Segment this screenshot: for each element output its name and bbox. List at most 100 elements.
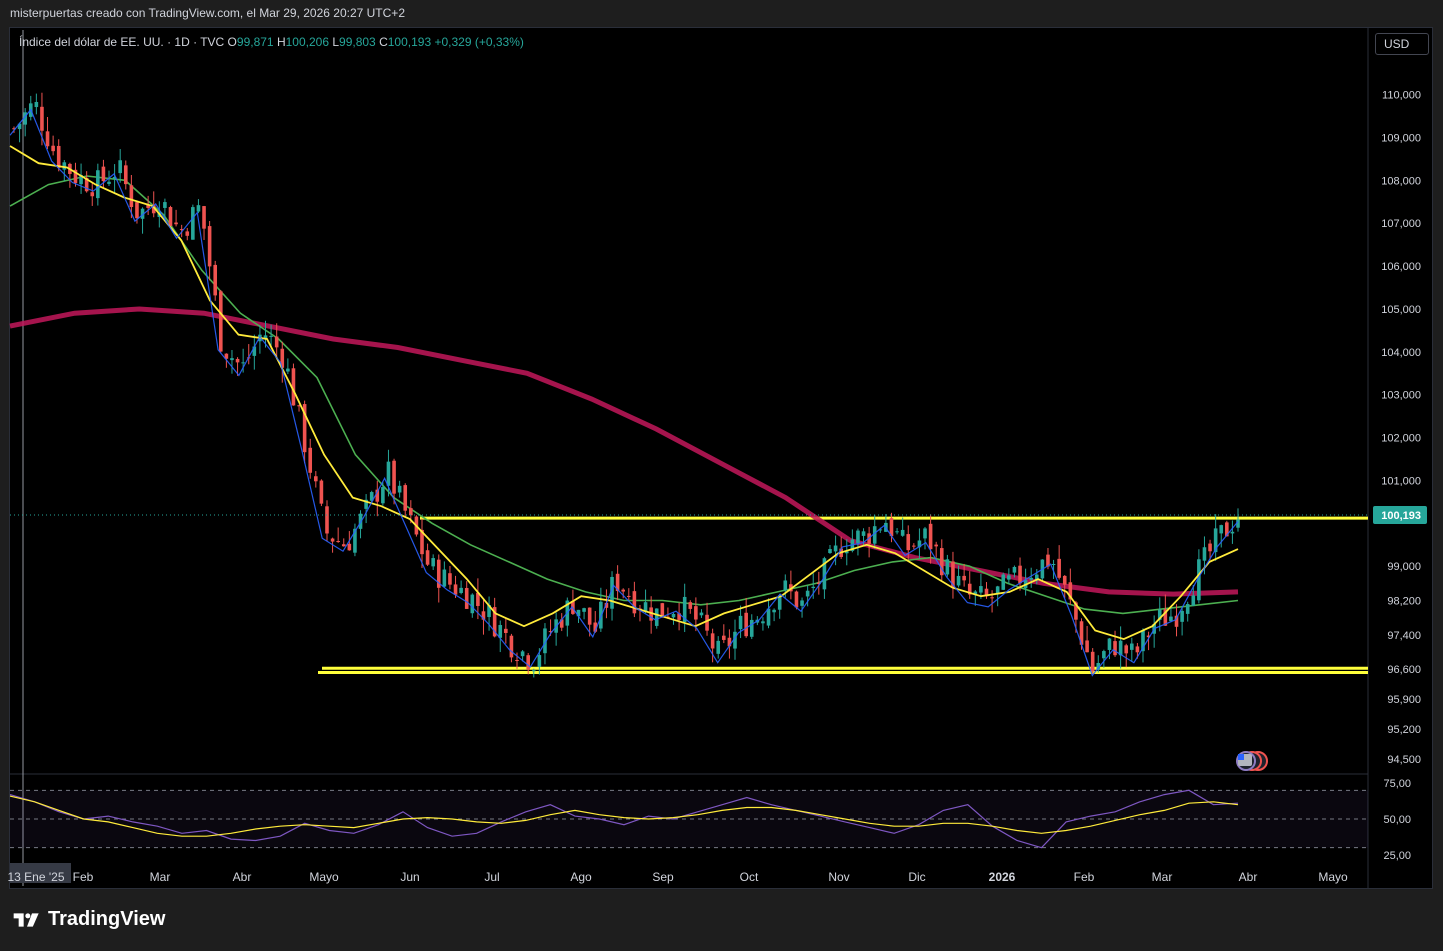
candle-body (73, 169, 78, 184)
close-value: 100,193 (387, 35, 432, 49)
high-value: 100,206 (285, 35, 329, 49)
ma-50-line (9, 175, 1239, 615)
candle-body (1079, 621, 1084, 645)
candle-body (1107, 638, 1112, 650)
economic-events (1236, 751, 1268, 771)
candle-body (96, 170, 100, 199)
x-tick-label: Jun (400, 870, 419, 884)
candle-body (403, 485, 408, 511)
chart-caption: misterpuertas creado con TradingView.com… (10, 6, 405, 20)
y-tick-label: 103,000 (1381, 390, 1421, 402)
candle-body (1180, 610, 1184, 622)
candle-body (56, 145, 61, 168)
candle-body (604, 602, 609, 608)
candle-body (224, 353, 229, 359)
y-tick-label: 104,000 (1381, 347, 1421, 359)
candle-body (923, 528, 927, 539)
candle-body (1208, 543, 1212, 552)
candle-body (912, 545, 916, 547)
ma-200-line (9, 306, 1239, 597)
candle-body (280, 348, 285, 368)
candle-body (101, 166, 106, 182)
candle-body (481, 611, 486, 620)
candle-body (436, 559, 441, 588)
candle-body (973, 591, 978, 595)
levels-layer (318, 516, 1368, 675)
x-tick-label: Sep (652, 870, 674, 884)
candle-body (1141, 630, 1145, 652)
y-tick-label: 105,000 (1381, 304, 1421, 316)
candle-body (962, 575, 966, 581)
candle-body (274, 336, 279, 348)
chart-area[interactable] (9, 27, 1433, 889)
y-tick-label: 95,200 (1387, 724, 1421, 736)
x-tick-label: Oct (740, 870, 759, 884)
grid-layer (10, 28, 1369, 888)
candle-body (1085, 640, 1089, 653)
x-tick-label: Abr (1239, 870, 1258, 884)
x-tick-label: Mar (1152, 870, 1173, 884)
candle-body (62, 162, 67, 170)
candle-body (515, 659, 519, 661)
candle-body (537, 655, 542, 667)
candle-body (984, 588, 989, 597)
candle-body (710, 633, 715, 649)
candle-body (269, 335, 273, 337)
ma20-layer (9, 108, 1239, 677)
candle-body (286, 368, 290, 372)
candle-body (146, 204, 150, 208)
candle-body (341, 544, 346, 547)
last-price-label: 100,193 (1381, 510, 1421, 522)
candle-body (889, 518, 894, 537)
candle-body (872, 526, 877, 544)
candle-body (453, 584, 458, 595)
candle-body (179, 229, 184, 231)
candle-body (12, 128, 16, 130)
tradingview-logo[interactable]: TradingView (12, 908, 165, 931)
low-label: L (332, 35, 340, 49)
open-value: 99,871 (236, 35, 274, 49)
symbol-name: Índice del dólar de EE. UU. · 1D · TVC (19, 35, 225, 49)
candle-body (252, 346, 257, 356)
x-tick-label: Jul (484, 870, 499, 884)
candle-body (995, 586, 1000, 594)
candle-body (336, 540, 340, 542)
candle-body (330, 538, 335, 542)
candle-body (939, 548, 944, 576)
us-flag-canton (1238, 754, 1244, 760)
candle-body (464, 588, 469, 609)
candle-body (1191, 595, 1196, 606)
candle-body (822, 558, 827, 590)
x-tick-label: Feb (1074, 870, 1095, 884)
candle-body (1213, 528, 1218, 553)
y-tick-label: 108,000 (1381, 175, 1421, 187)
candle-body (381, 487, 385, 504)
candle-body (844, 551, 849, 554)
candle-body (934, 544, 938, 547)
candle-body (979, 586, 983, 593)
currency-button[interactable]: USD (1375, 33, 1429, 55)
candle-body (800, 600, 804, 606)
candle-body (643, 602, 648, 612)
candle-body (51, 145, 55, 152)
candle-body (1007, 575, 1011, 580)
candle-body (409, 508, 413, 516)
candle-body (123, 165, 128, 185)
rsi-pane: 75,00 50,00 25,00 (9, 778, 1411, 862)
candle-body (34, 101, 39, 108)
candle-body (151, 204, 156, 214)
candle-body (682, 596, 687, 623)
rsi-tick-label: 25,00 (1383, 850, 1411, 862)
y-tick-label: 97,400 (1387, 630, 1421, 642)
candle-body (213, 264, 218, 296)
candle-body (397, 485, 402, 493)
candle-body (878, 529, 883, 531)
x-tick-label: Nov (828, 870, 849, 884)
candle-body (649, 607, 653, 621)
candle-body (425, 550, 430, 565)
candle-body (140, 208, 145, 219)
candle-body (520, 651, 525, 657)
candle-body (174, 222, 178, 225)
candle-body (1118, 640, 1123, 656)
